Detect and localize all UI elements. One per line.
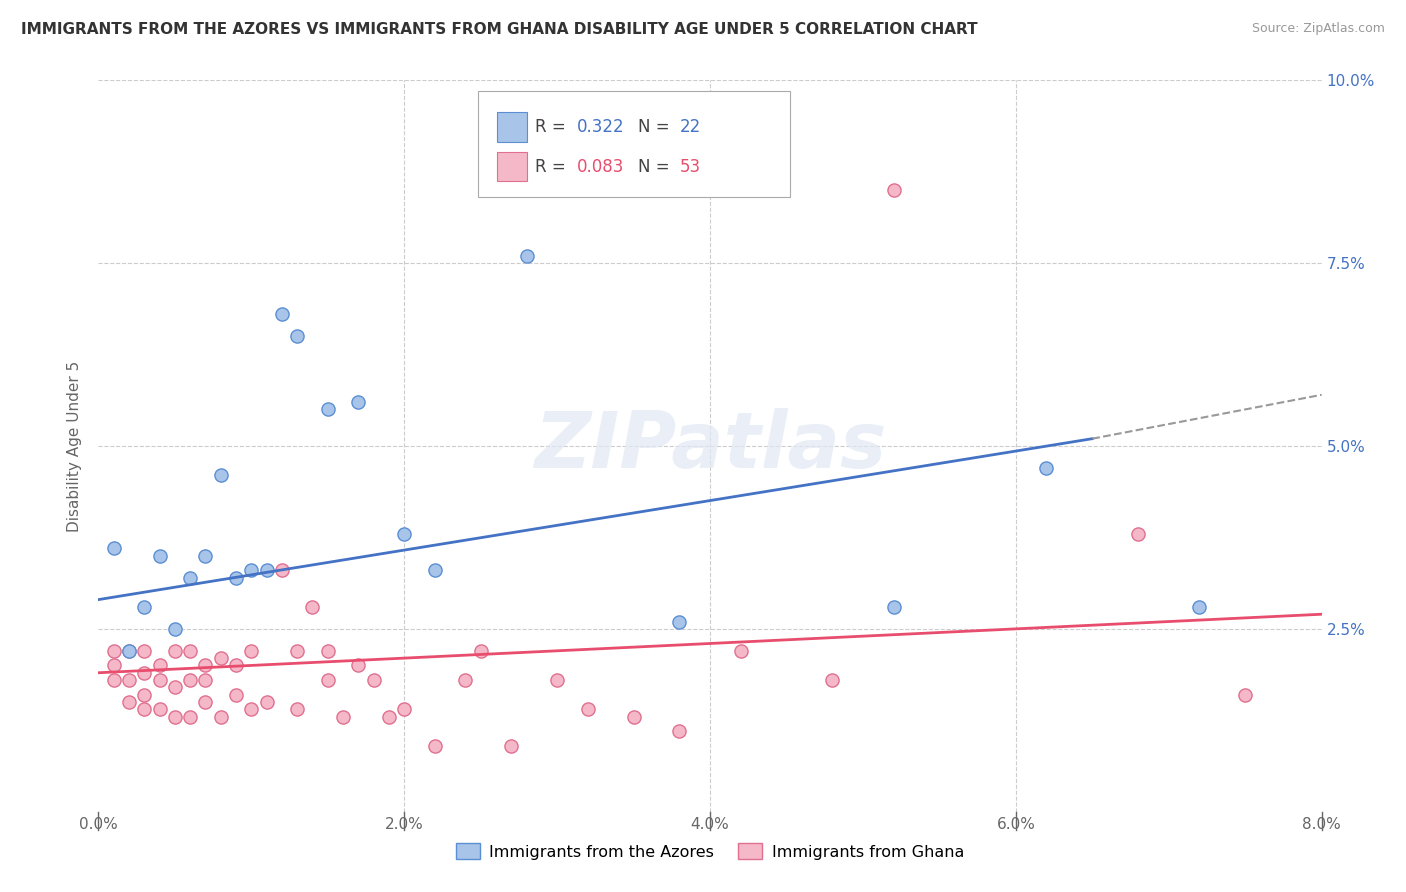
Legend: Immigrants from the Azores, Immigrants from Ghana: Immigrants from the Azores, Immigrants f… bbox=[450, 837, 970, 866]
Point bbox=[225, 688, 247, 702]
Point bbox=[163, 681, 186, 695]
Text: IMMIGRANTS FROM THE AZORES VS IMMIGRANTS FROM GHANA DISABILITY AGE UNDER 5 CORRE: IMMIGRANTS FROM THE AZORES VS IMMIGRANTS… bbox=[21, 22, 977, 37]
Point bbox=[149, 658, 172, 673]
Point bbox=[454, 673, 477, 687]
Point bbox=[316, 402, 339, 417]
Point bbox=[392, 702, 416, 716]
Point bbox=[149, 549, 172, 563]
Point bbox=[546, 673, 568, 687]
Text: Source: ZipAtlas.com: Source: ZipAtlas.com bbox=[1251, 22, 1385, 36]
Point bbox=[194, 658, 217, 673]
Point bbox=[730, 644, 752, 658]
Point bbox=[623, 709, 645, 723]
Point bbox=[363, 673, 385, 687]
Point bbox=[179, 673, 201, 687]
Y-axis label: Disability Age Under 5: Disability Age Under 5 bbox=[67, 360, 83, 532]
Point bbox=[103, 673, 125, 687]
Point bbox=[316, 644, 339, 658]
Text: N =: N = bbox=[638, 158, 675, 176]
Text: R =: R = bbox=[536, 158, 571, 176]
Point bbox=[470, 644, 492, 658]
Point bbox=[1035, 461, 1057, 475]
Point bbox=[883, 183, 905, 197]
Point bbox=[668, 615, 690, 629]
Point bbox=[194, 673, 217, 687]
Point bbox=[256, 695, 278, 709]
Point bbox=[301, 599, 323, 614]
Point bbox=[576, 702, 599, 716]
Point bbox=[270, 307, 294, 321]
Point bbox=[149, 673, 172, 687]
Point bbox=[1188, 599, 1211, 614]
Point bbox=[392, 526, 416, 541]
Point bbox=[240, 702, 263, 716]
Point bbox=[103, 541, 125, 556]
Point bbox=[163, 709, 186, 723]
Text: R =: R = bbox=[536, 118, 571, 136]
Point bbox=[316, 673, 339, 687]
Point bbox=[209, 651, 232, 665]
FancyBboxPatch shape bbox=[498, 112, 527, 142]
Point bbox=[134, 665, 156, 680]
Point bbox=[240, 563, 263, 577]
Point bbox=[179, 644, 201, 658]
Point bbox=[240, 644, 263, 658]
Point bbox=[668, 724, 690, 739]
Point bbox=[256, 563, 278, 577]
Point bbox=[134, 644, 156, 658]
Point bbox=[332, 709, 354, 723]
Text: 53: 53 bbox=[679, 158, 700, 176]
Point bbox=[209, 468, 232, 483]
Point bbox=[118, 673, 141, 687]
Point bbox=[209, 709, 232, 723]
Text: N =: N = bbox=[638, 118, 675, 136]
Text: 22: 22 bbox=[679, 118, 700, 136]
Point bbox=[103, 658, 125, 673]
FancyBboxPatch shape bbox=[478, 91, 790, 197]
Point bbox=[103, 644, 125, 658]
Point bbox=[134, 599, 156, 614]
Point bbox=[225, 658, 247, 673]
Point bbox=[194, 695, 217, 709]
Text: ZIPatlas: ZIPatlas bbox=[534, 408, 886, 484]
Point bbox=[118, 695, 141, 709]
Point bbox=[347, 395, 370, 409]
FancyBboxPatch shape bbox=[498, 152, 527, 181]
Point bbox=[194, 549, 217, 563]
Point bbox=[1234, 688, 1257, 702]
Point bbox=[118, 644, 141, 658]
Point bbox=[423, 563, 446, 577]
Point bbox=[163, 622, 186, 636]
Point bbox=[225, 571, 247, 585]
Point bbox=[501, 739, 523, 753]
Point bbox=[134, 702, 156, 716]
Point bbox=[149, 702, 172, 716]
Point bbox=[134, 688, 156, 702]
Point bbox=[821, 673, 844, 687]
Point bbox=[118, 644, 141, 658]
Point bbox=[285, 702, 308, 716]
Point bbox=[378, 709, 401, 723]
Text: 0.322: 0.322 bbox=[576, 118, 624, 136]
Point bbox=[179, 571, 201, 585]
Point bbox=[179, 709, 201, 723]
Point bbox=[883, 599, 905, 614]
Text: 0.083: 0.083 bbox=[576, 158, 624, 176]
Point bbox=[423, 739, 446, 753]
Point bbox=[285, 329, 308, 343]
Point bbox=[1128, 526, 1150, 541]
Point bbox=[270, 563, 294, 577]
Point bbox=[516, 249, 538, 263]
Point bbox=[347, 658, 370, 673]
Point bbox=[163, 644, 186, 658]
Point bbox=[285, 644, 308, 658]
